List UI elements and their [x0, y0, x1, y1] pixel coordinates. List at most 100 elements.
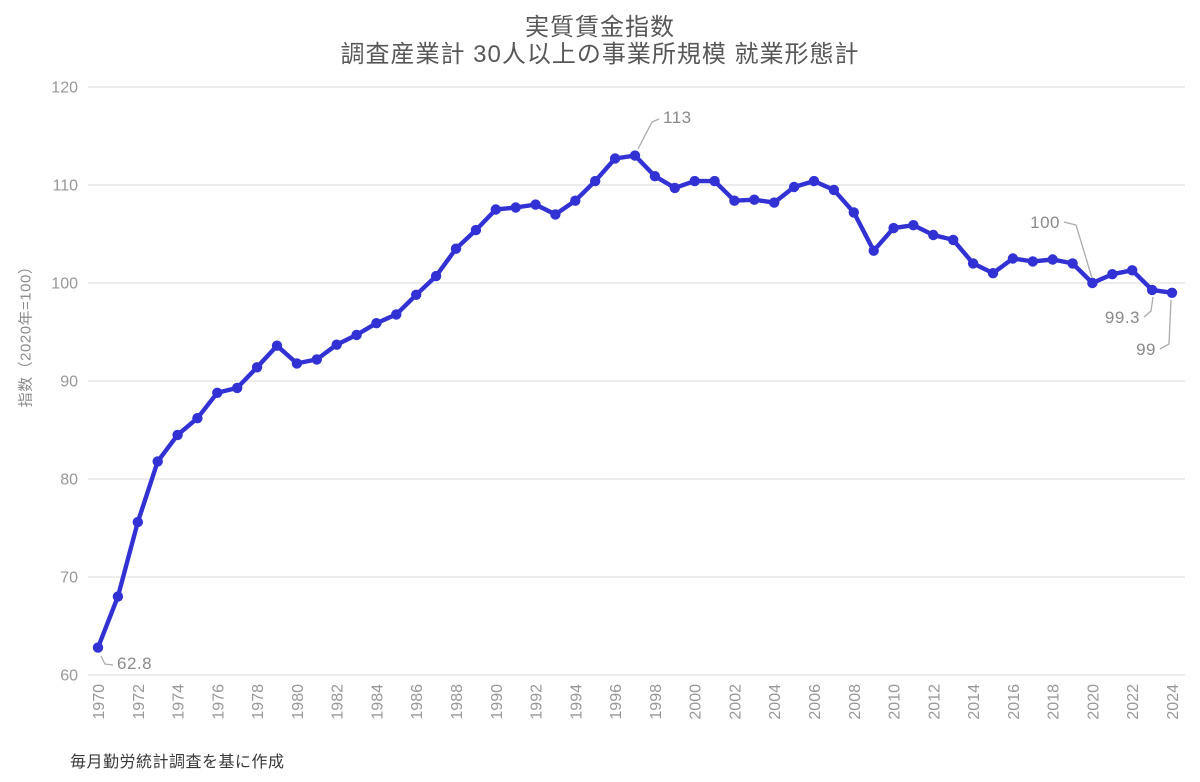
x-tick-label-1980: 1980	[290, 684, 307, 720]
wage-index-line	[95, 153, 1175, 650]
annotation-leader-1997	[637, 118, 660, 150]
data-point-1991	[510, 202, 521, 213]
data-point-1985	[391, 309, 402, 320]
x-tick-label-1976: 1976	[210, 684, 227, 720]
data-point-2013	[948, 234, 959, 246]
annotation-label-1970: 62.8	[117, 654, 152, 673]
data-point-1987	[430, 270, 442, 282]
x-tick-label-2020: 2020	[1085, 684, 1102, 720]
data-point-2006	[808, 175, 820, 187]
data-point-1989	[470, 224, 482, 236]
data-point-2003	[749, 194, 760, 205]
annotation-label-1997: 113	[663, 108, 692, 127]
y-tick-label-60: 60	[60, 668, 78, 685]
data-point-1984	[371, 318, 382, 329]
data-point-2018	[1047, 254, 1058, 265]
y-tick-label-70: 70	[60, 570, 78, 587]
data-point-2024	[1166, 287, 1178, 298]
x-tick-label-1984: 1984	[369, 684, 386, 720]
data-point-1980	[291, 358, 303, 369]
data-point-1973	[152, 456, 163, 467]
data-point-1970	[92, 642, 104, 653]
data-point-1978	[251, 362, 263, 373]
x-tick-label-1978: 1978	[250, 684, 267, 720]
data-point-2011	[908, 220, 919, 231]
y-tick-label-100: 100	[51, 276, 78, 293]
x-tick-label-2022: 2022	[1125, 684, 1142, 720]
data-point-1993	[550, 209, 561, 220]
data-point-2001	[709, 175, 720, 187]
annotation-label-2024: 99	[1136, 340, 1156, 359]
data-point-2010	[888, 222, 899, 234]
data-point-2004	[769, 197, 780, 208]
data-point-2002	[729, 195, 740, 206]
data-point-1977	[232, 382, 243, 394]
x-tick-label-2018: 2018	[1046, 684, 1063, 720]
data-point-1972	[132, 516, 143, 528]
data-point-1971	[112, 591, 124, 602]
x-tick-label-1970: 1970	[91, 684, 108, 720]
data-point-1992	[530, 199, 541, 210]
data-point-2000	[689, 175, 700, 187]
data-point-2015	[987, 268, 999, 279]
annotation-leader-1970	[100, 655, 114, 666]
data-point-2022	[1127, 265, 1138, 276]
data-point-2019	[1067, 258, 1078, 269]
data-point-1986	[411, 289, 422, 300]
x-tick-label-2004: 2004	[767, 684, 784, 720]
data-point-1998	[649, 171, 661, 182]
annotation-label-2023: 99.3	[1105, 308, 1140, 327]
x-tick-label-1988: 1988	[449, 684, 466, 720]
data-point-2023	[1146, 284, 1158, 296]
x-tick-label-1992: 1992	[529, 684, 546, 720]
data-point-2021	[1107, 269, 1118, 280]
data-point-2009	[868, 245, 879, 256]
data-point-2016	[1007, 253, 1019, 264]
data-point-1999	[669, 182, 680, 194]
x-tick-label-2010: 2010	[887, 684, 904, 720]
y-tick-label-110: 110	[52, 178, 78, 195]
data-point-2017	[1027, 256, 1039, 267]
annotation-leader-2023	[1143, 296, 1154, 318]
data-point-2014	[967, 258, 979, 269]
x-tick-label-1998: 1998	[648, 684, 665, 720]
data-point-1996	[609, 153, 621, 164]
data-point-1997	[629, 150, 641, 161]
annotation-label-2020: 100	[1030, 213, 1060, 232]
x-tick-label-2014: 2014	[966, 684, 983, 720]
data-point-1982	[331, 339, 342, 350]
data-point-1988	[450, 243, 462, 254]
data-point-1975	[192, 413, 203, 424]
data-point-1976	[212, 387, 223, 398]
y-tick-label-120: 120	[51, 80, 78, 97]
data-point-1995	[590, 175, 601, 187]
x-tick-label-2012: 2012	[926, 684, 943, 720]
x-tick-label-2008: 2008	[847, 684, 864, 720]
data-point-1979	[271, 340, 283, 351]
data-point-2008	[848, 207, 859, 218]
x-tick-label-1996: 1996	[608, 684, 625, 720]
data-point-2005	[788, 181, 800, 193]
source-note: 毎月勤労統計調査を基に作成	[70, 754, 285, 771]
annotation-leader-2020	[1063, 221, 1093, 279]
x-tick-label-2000: 2000	[688, 684, 705, 720]
data-point-1974	[172, 429, 183, 441]
data-point-2020	[1087, 277, 1098, 289]
x-tick-label-1994: 1994	[568, 684, 585, 720]
x-tick-label-2002: 2002	[727, 684, 744, 720]
y-tick-label-80: 80	[60, 472, 78, 489]
annotation-leader-2024	[1159, 299, 1172, 350]
y-tick-label-90: 90	[60, 374, 78, 391]
x-tick-label-2006: 2006	[807, 684, 824, 720]
data-point-2007	[828, 184, 840, 196]
x-tick-label-1982: 1982	[330, 684, 347, 720]
x-tick-label-2024: 2024	[1165, 684, 1182, 720]
x-tick-label-1974: 1974	[171, 684, 188, 720]
x-tick-label-1990: 1990	[489, 684, 506, 720]
x-tick-label-2016: 2016	[1006, 684, 1023, 720]
data-point-1990	[490, 204, 501, 215]
data-point-1981	[311, 354, 322, 365]
data-point-2012	[928, 229, 939, 241]
